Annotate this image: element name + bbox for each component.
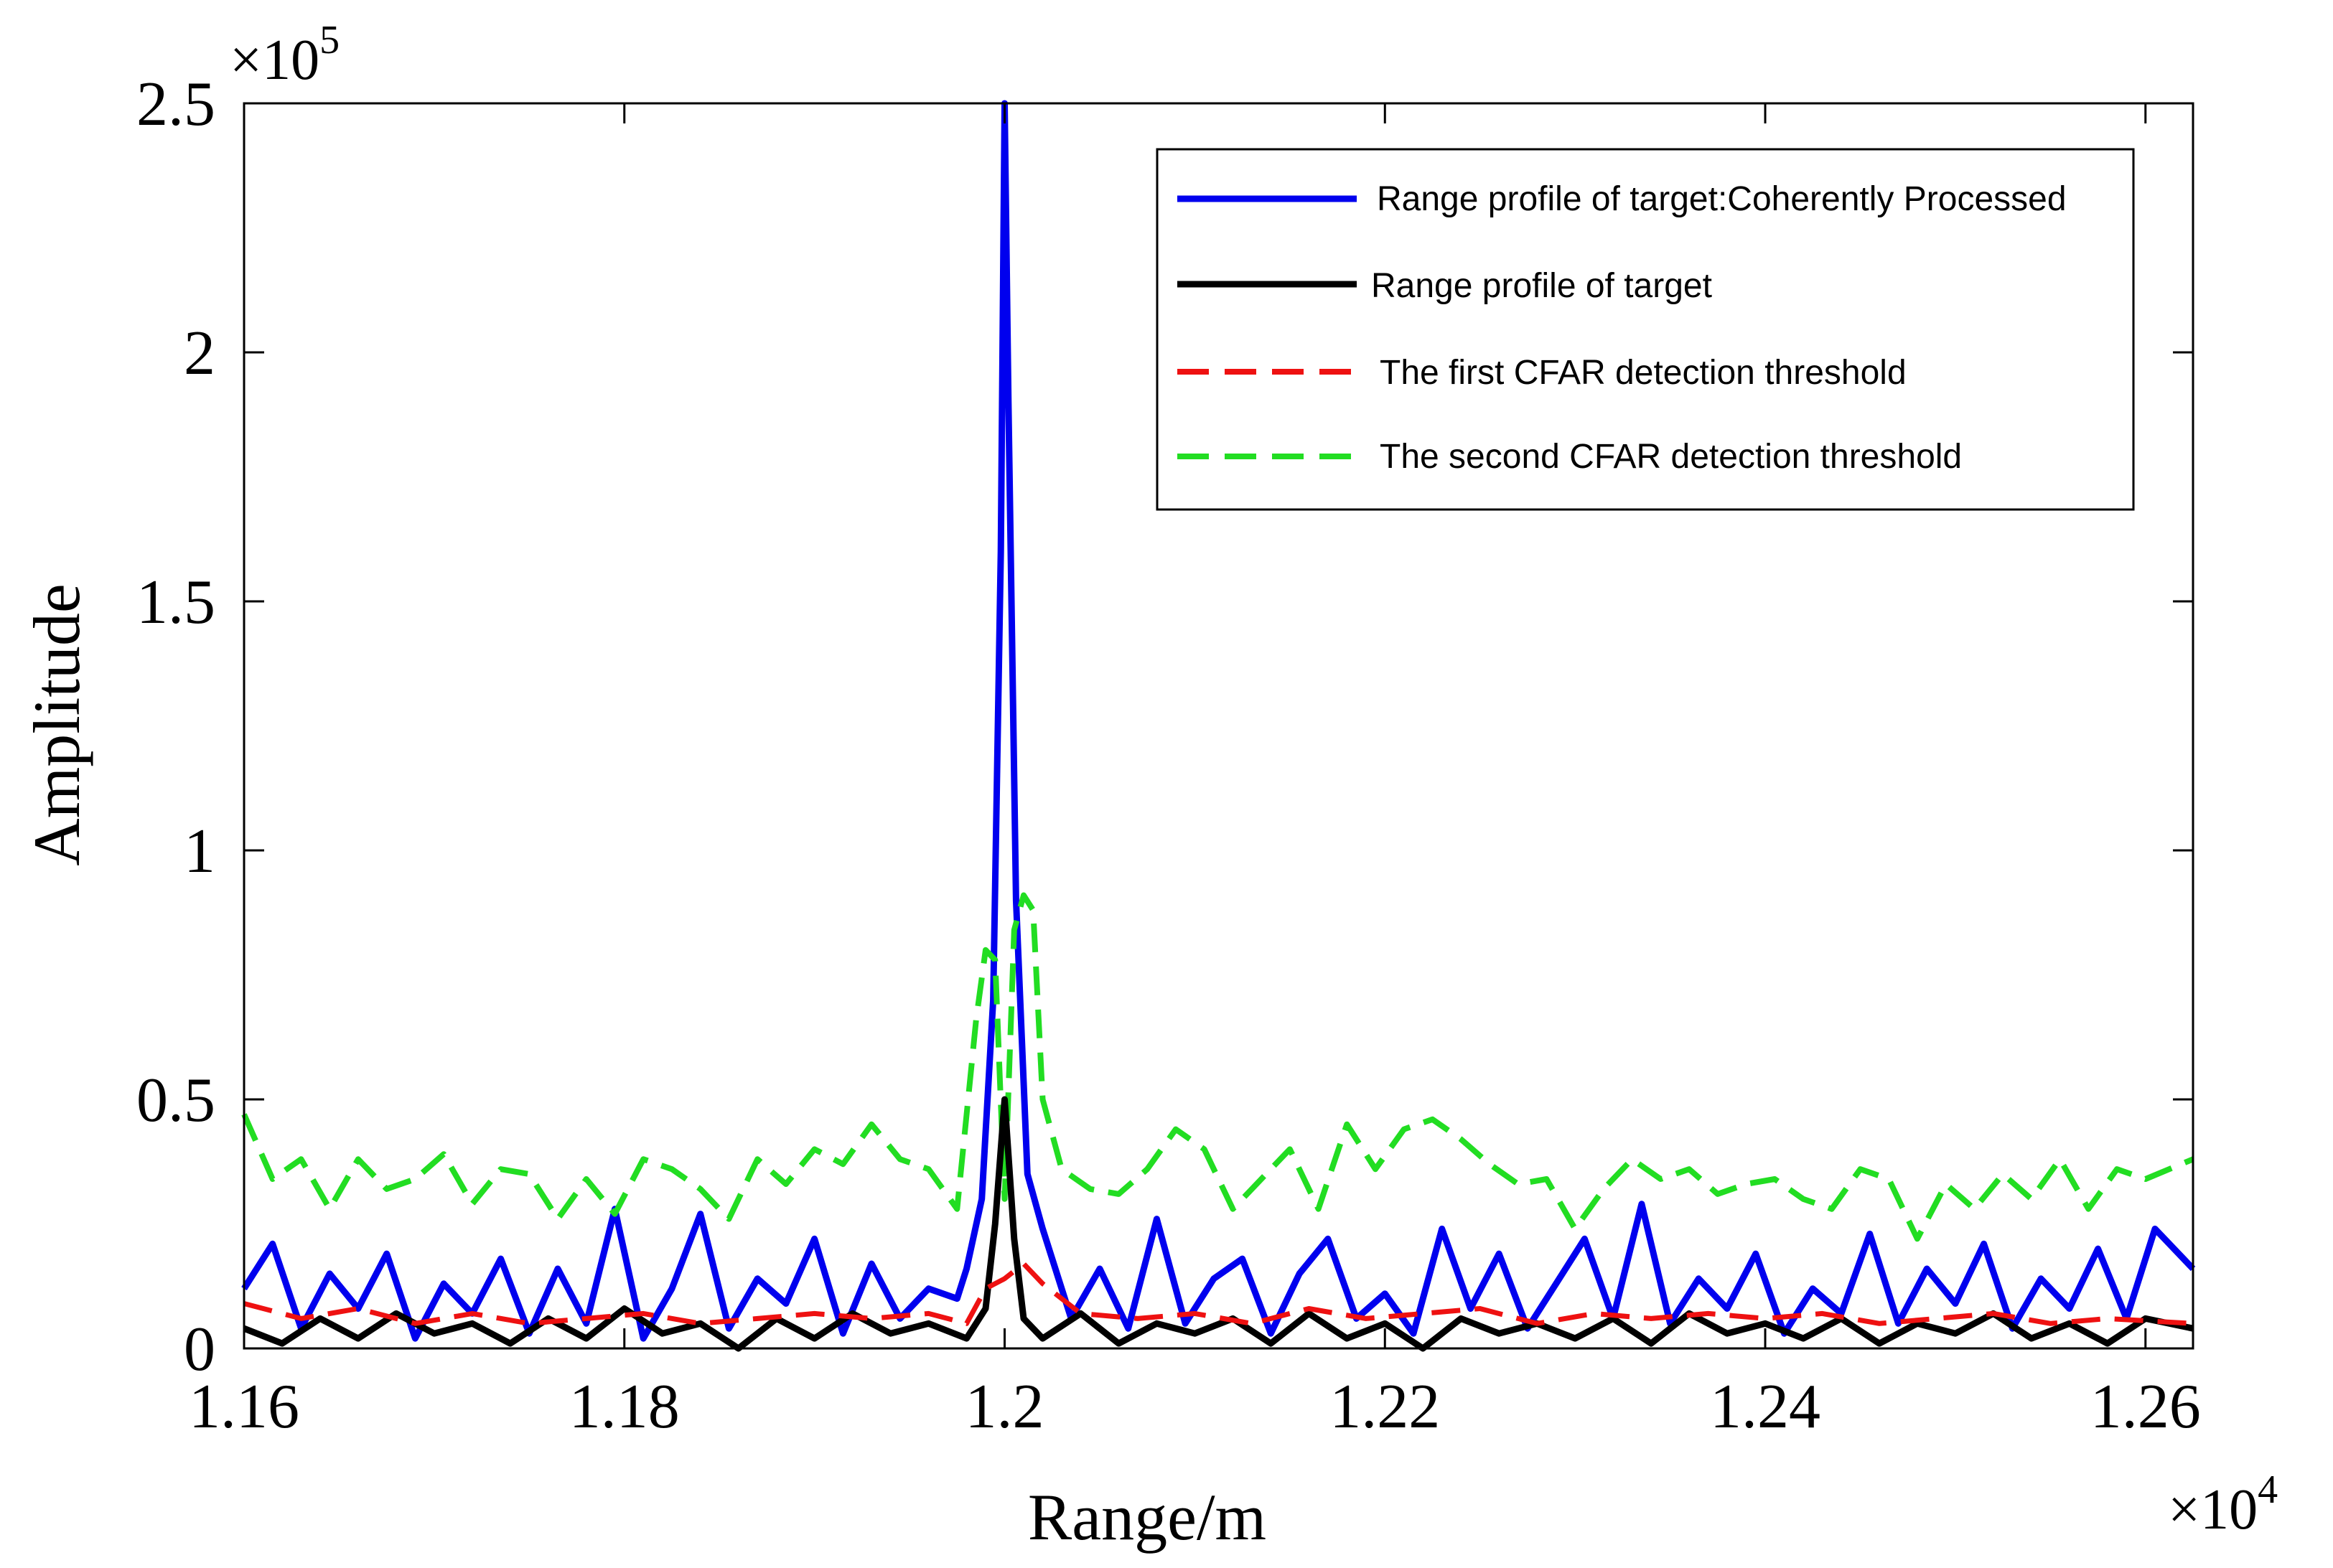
- series-line-1: [243, 1096, 2194, 1352]
- series-line-0: [241, 100, 2196, 1342]
- x-tick-label-1: 1.18: [569, 1372, 680, 1442]
- y-axis-exponent: ×105: [230, 18, 340, 92]
- y-axis-title: Amplitude: [20, 583, 93, 866]
- y-tick-label-1: 0.5: [136, 1066, 215, 1135]
- x-tick-label-2: 1.2: [966, 1372, 1044, 1442]
- x-tick-label-0: 1.16: [189, 1372, 299, 1442]
- legend-label-1: Range profile of target: [1371, 267, 1712, 305]
- x-tick-label-4: 1.24: [1710, 1372, 1820, 1442]
- series-line-3: [241, 892, 2194, 1242]
- x-axis-exponent: ×104: [2168, 1468, 2278, 1541]
- y-tick-label-3: 1.5: [136, 568, 215, 637]
- x-exponent-power: 4: [2258, 1468, 2278, 1512]
- x-axis-title: Range/m: [1028, 1480, 1266, 1554]
- y-tick-label-5: 2.5: [136, 70, 215, 139]
- plot-frame: [243, 102, 2194, 1350]
- x-exponent-base: ×10: [2168, 1478, 2258, 1541]
- legend-box: [1156, 148, 2135, 511]
- y-tick-label-2: 1: [184, 817, 215, 886]
- legend-label-0: Range profile of target:Coherently Proce…: [1377, 180, 2067, 218]
- series-layer: [241, 100, 2196, 1352]
- y-tick-label-0: 0: [184, 1315, 215, 1384]
- y-exponent-base: ×10: [230, 29, 319, 92]
- y-tick-label-4: 2: [184, 319, 215, 388]
- tick-layer: 1.16 1.18 1.2 1.22 1.24 1.26 0 0.5 1 1.5 2 2.5: [136, 70, 2201, 1442]
- x-tick-label-3: 1.22: [1329, 1372, 1440, 1442]
- y-exponent-power: 5: [319, 18, 340, 62]
- x-tick-label-5: 1.26: [2090, 1372, 2201, 1442]
- legend: Range profile of target:Coherently Proce…: [1156, 148, 2135, 511]
- legend-label-3: The second CFAR detection threshold: [1380, 438, 1962, 476]
- series-line-2: [243, 1261, 2194, 1326]
- legend-label-2: The first CFAR detection threshold: [1380, 354, 1907, 392]
